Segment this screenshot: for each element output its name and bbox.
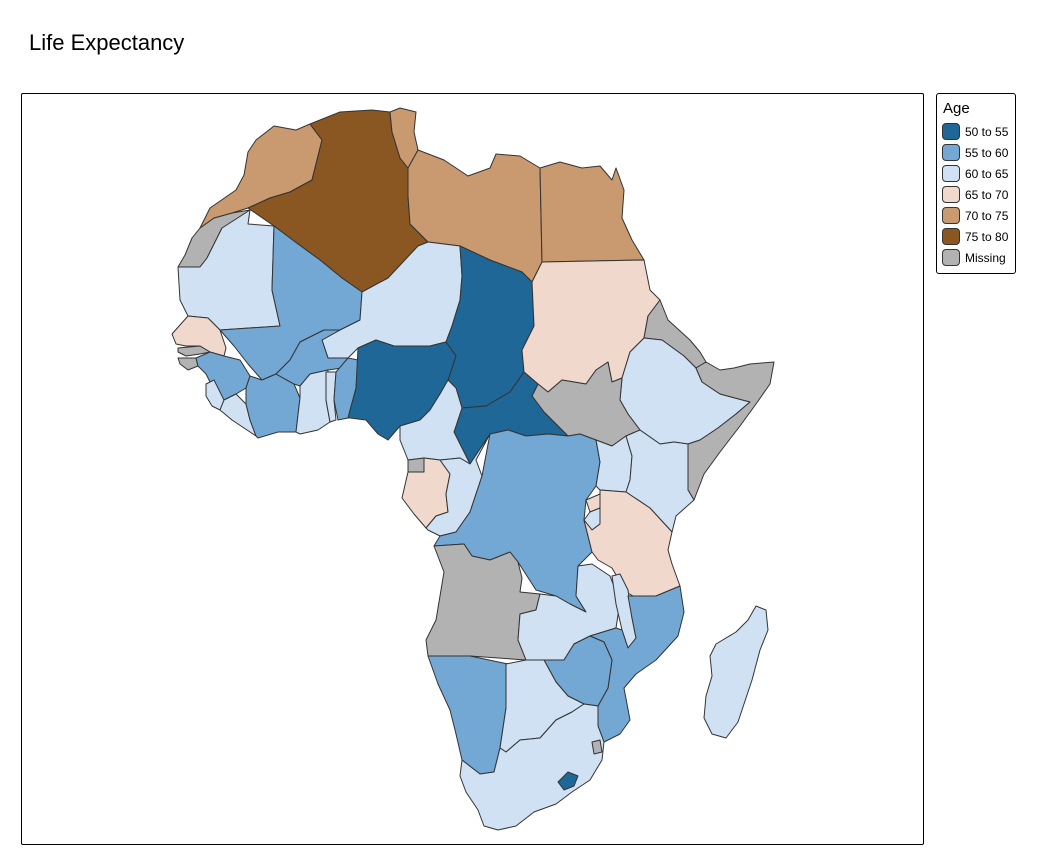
legend-swatch xyxy=(942,165,960,182)
region-gambia xyxy=(177,345,211,357)
legend-label: 50 to 55 xyxy=(965,125,1009,139)
map-legend: Age 50 to 55 55 to 60 60 to 65 65 to 70 70 t… xyxy=(936,93,1016,274)
legend-label: 70 to 75 xyxy=(965,209,1009,223)
legend-item: 65 to 70 xyxy=(942,186,1016,204)
legend-swatch xyxy=(942,207,960,224)
legend-item: 55 to 60 xyxy=(942,144,1016,162)
region-namibia xyxy=(427,655,509,775)
legend-label: Missing xyxy=(965,251,1006,265)
region-madagascar xyxy=(703,605,769,739)
region-somalia xyxy=(687,361,775,501)
region-south-africa xyxy=(459,703,605,831)
region-eswatini xyxy=(591,739,603,755)
region-guinea-bissau xyxy=(177,357,199,371)
legend-swatch xyxy=(942,123,960,140)
legend-title: Age xyxy=(943,100,970,117)
legend-swatch xyxy=(942,228,960,245)
legend-label: 55 to 60 xyxy=(965,146,1009,160)
legend-swatch xyxy=(942,186,960,203)
region-lesotho xyxy=(557,771,579,791)
legend-item: 70 to 75 xyxy=(942,207,1016,225)
legend-label: 60 to 65 xyxy=(965,167,1009,181)
legend-item: 50 to 55 xyxy=(942,123,1016,141)
legend-item: 60 to 65 xyxy=(942,165,1016,183)
region-mauritania xyxy=(177,209,281,331)
legend-item: 75 to 80 xyxy=(942,228,1016,246)
region-guinea xyxy=(195,351,251,401)
legend-item: Missing xyxy=(942,249,1016,267)
region-ghana xyxy=(295,369,331,435)
region-cote-divoire xyxy=(245,373,301,439)
legend-swatch xyxy=(942,144,960,161)
region-kenya xyxy=(625,429,695,533)
legend-swatch xyxy=(942,249,960,266)
region-uganda xyxy=(595,435,633,493)
map-title: Life Expectancy xyxy=(29,30,185,55)
region-egypt xyxy=(539,161,645,263)
legend-label: 75 to 80 xyxy=(965,230,1009,244)
legend-label: 65 to 70 xyxy=(965,188,1009,202)
region-equatorial-guinea xyxy=(407,457,425,473)
